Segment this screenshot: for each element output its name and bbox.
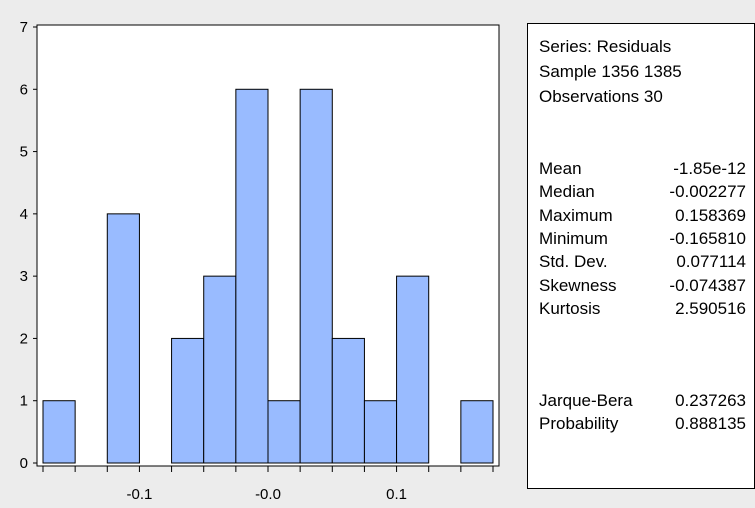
histogram-chart: 0 1 2 3 4 5 6 7 -0.1 -0.0 0.1 <box>20 19 500 503</box>
stat-label: Mean <box>539 159 582 178</box>
statistics-panel: Series: Residuals Sample 1356 1385 Obser… <box>527 23 755 489</box>
stat-label: Median <box>539 182 595 202</box>
stat-row: Skewness -0.074387 <box>539 274 746 297</box>
x-tick-label: 0.1 <box>386 486 407 503</box>
histogram-bar <box>171 337 205 464</box>
stat-row: Mean -1.85e-12 <box>539 157 746 180</box>
y-tick-label: 3 <box>20 268 28 285</box>
histogram-bar <box>299 88 333 464</box>
stat-row: Median -0.002277 <box>539 180 746 203</box>
stat-value: 0.237263 <box>675 391 746 410</box>
stat-row: Maximum 0.158369 <box>539 204 746 227</box>
sample-label: Sample 1356 1385 <box>539 62 682 81</box>
histogram-bar <box>42 400 76 464</box>
observations-label: Observations 30 <box>539 87 663 106</box>
histogram-bar <box>460 400 494 464</box>
stats-header: Series: Residuals Sample 1356 1385 Obser… <box>539 34 682 109</box>
stat-value: 0.888135 <box>675 414 746 434</box>
x-axis: -0.1 -0.0 0.1 <box>42 466 494 503</box>
stat-label: Maximum <box>539 205 613 225</box>
histogram-bar <box>203 275 237 464</box>
stat-value: -0.074387 <box>669 275 746 295</box>
stat-label: Std. Dev. <box>539 252 608 272</box>
histogram-bar <box>267 400 301 464</box>
y-axis: 0 1 2 3 4 5 6 7 <box>20 19 37 472</box>
y-tick-label: 5 <box>20 144 28 161</box>
stat-row: Jarque-Bera 0.237263 <box>539 389 746 412</box>
y-tick-label: 2 <box>20 330 28 347</box>
y-tick-label: 1 <box>20 393 28 410</box>
stat-value: 0.158369 <box>675 205 746 225</box>
stat-row: Std. Dev. 0.077114 <box>539 250 746 273</box>
stat-label: Jarque-Bera <box>539 391 633 410</box>
stat-value: -0.002277 <box>669 182 746 202</box>
histogram-bar <box>363 400 398 464</box>
histogram-bar <box>235 88 269 464</box>
stat-value: -1.85e-12 <box>673 159 746 178</box>
histogram-bar <box>331 337 365 464</box>
stat-value: 0.077114 <box>676 252 746 272</box>
y-tick-label: 4 <box>20 206 28 223</box>
series-label: Series: Residuals <box>539 37 672 56</box>
stat-label: Minimum <box>539 228 608 248</box>
y-tick-label: 7 <box>20 19 28 36</box>
stat-value: 2.590516 <box>675 298 746 318</box>
y-tick-label: 6 <box>20 81 28 98</box>
y-tick-label: 0 <box>20 455 28 472</box>
stat-row: Minimum -0.165810 <box>539 227 746 250</box>
histogram-bar <box>106 213 140 464</box>
stat-label: Skewness <box>539 275 617 295</box>
x-tick-label: -0.0 <box>255 486 281 503</box>
stat-row: Kurtosis 2.590516 <box>539 297 746 320</box>
histogram-bar <box>396 275 430 464</box>
stat-value: -0.165810 <box>669 228 746 248</box>
stat-label: Kurtosis <box>539 298 601 318</box>
stat-label: Probability <box>539 414 619 434</box>
x-tick-label: -0.1 <box>126 486 152 503</box>
bars-group <box>42 88 494 464</box>
stat-row: Probability 0.888135 <box>539 412 746 435</box>
